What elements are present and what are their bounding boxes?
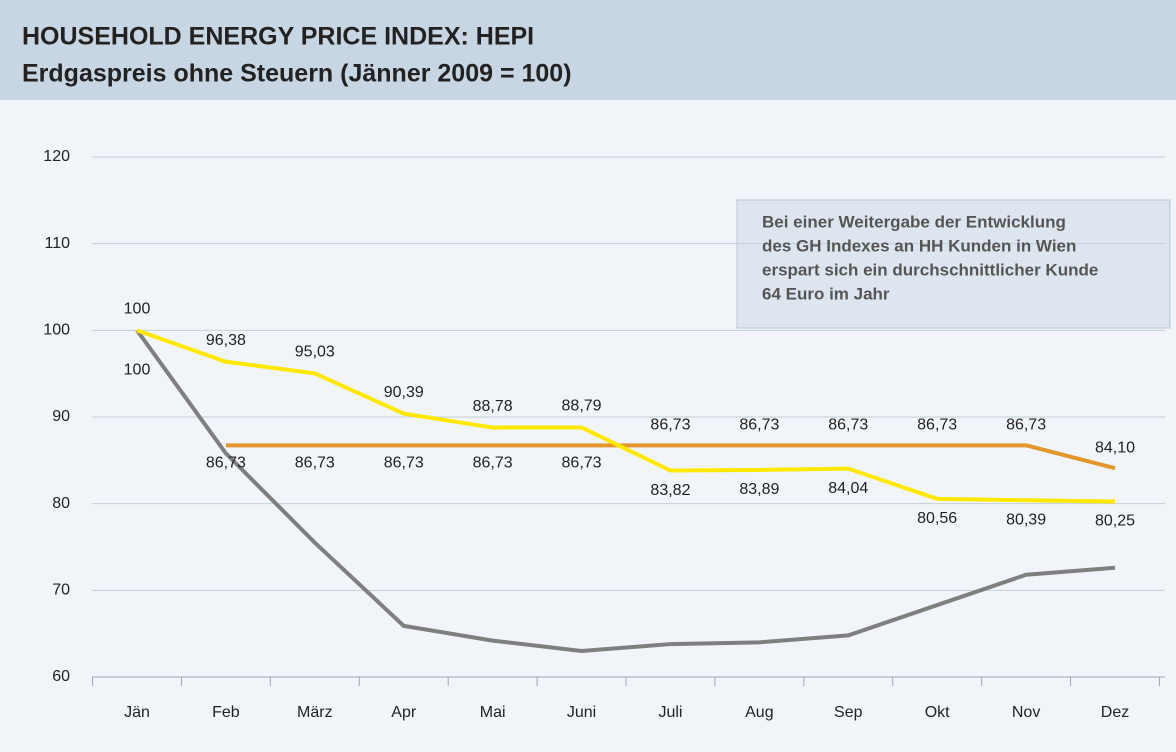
value-label: 80,25 (1095, 513, 1135, 530)
value-label: 86,73 (650, 417, 690, 434)
value-label: 88,79 (562, 398, 602, 415)
value-label: 86,73 (917, 417, 957, 434)
y-tick-label: 80 (52, 495, 70, 512)
x-tick-label: Feb (212, 704, 240, 721)
value-label: 86,73 (206, 455, 246, 472)
value-label: 90,39 (384, 384, 424, 401)
annotation-line: erspart sich ein durchschnittlicher Kund… (762, 260, 1098, 279)
value-label: 95,03 (295, 344, 335, 361)
value-label: 84,04 (828, 480, 868, 497)
annotation-line: des GH Indexes an HH Kunden in Wien (762, 236, 1076, 255)
value-label: 86,73 (739, 417, 779, 434)
series-line (136, 328, 1116, 504)
value-label: 80,56 (917, 510, 957, 527)
value-label: 100 (124, 301, 151, 318)
annotation-line: 64 Euro im Jahr (762, 284, 890, 303)
value-label: 80,39 (1006, 512, 1046, 529)
x-tick-label: Juli (658, 704, 682, 721)
x-tick-label: März (297, 704, 333, 721)
value-label: 86,73 (384, 455, 424, 472)
x-tick-label: Juni (567, 704, 596, 721)
value-label: 86,73 (473, 455, 513, 472)
x-tick-label: Apr (391, 704, 417, 721)
x-tick-label: Jän (124, 704, 150, 721)
x-tick-label: Sep (834, 704, 863, 721)
series-line (225, 443, 1116, 471)
x-tick-label: Nov (1012, 704, 1040, 721)
value-label: 83,82 (650, 482, 690, 499)
value-label: 88,78 (473, 398, 513, 415)
value-label: 86,73 (1006, 417, 1046, 434)
x-tick-label: Aug (745, 704, 773, 721)
series-line (135, 329, 1116, 653)
x-tick-label: Mai (480, 704, 506, 721)
x-tick-label: Okt (925, 704, 950, 721)
annotation-line: Bei einer Weitergabe der Entwicklung (762, 212, 1066, 231)
y-tick-label: 60 (52, 668, 70, 685)
y-tick-label: 100 (43, 322, 70, 339)
value-label: 83,89 (739, 481, 779, 498)
y-tick-label: 70 (52, 582, 70, 599)
value-label: 86,73 (828, 417, 868, 434)
y-tick-label: 120 (43, 148, 70, 165)
y-tick-label: 90 (52, 408, 70, 425)
chart-title: HOUSEHOLD ENERGY PRICE INDEX: HEPI (22, 23, 534, 51)
annotation-box (736, 199, 1171, 329)
y-tick-label: 110 (44, 235, 70, 252)
value-label: 86,73 (562, 455, 602, 472)
value-label: 84,10 (1095, 439, 1135, 456)
value-label: 96,38 (206, 332, 246, 349)
header (0, 0, 1176, 100)
chart-subtitle: Erdgaspreis ohne Steuern (Jänner 2009 = … (22, 60, 572, 88)
x-tick-label: Dez (1101, 704, 1129, 721)
value-label: 86,73 (295, 455, 335, 472)
value-label: 100 (124, 362, 151, 379)
